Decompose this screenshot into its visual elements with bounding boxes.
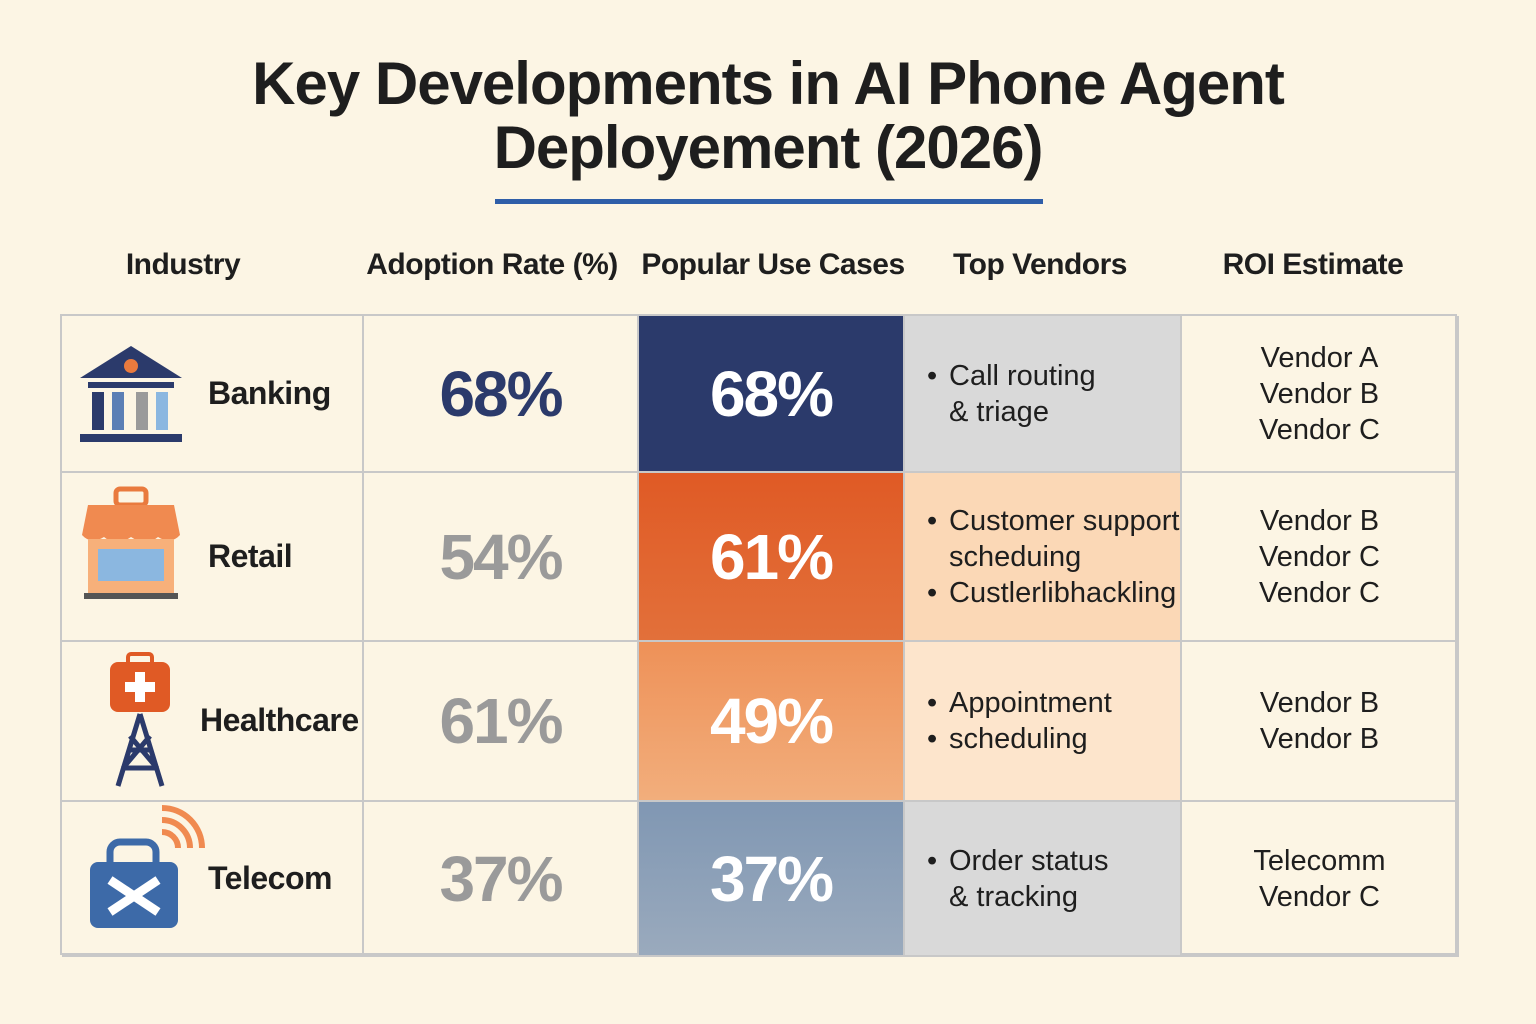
vendor-line: Call routing bbox=[949, 359, 1096, 392]
vendor-item-lines: Customer support scheduing bbox=[949, 503, 1180, 575]
industry-icon bbox=[100, 650, 180, 795]
bullet: • bbox=[927, 359, 938, 392]
vendors-cell: • Order status & tracking bbox=[905, 802, 1182, 957]
table: Banking 68% 68% • Call routing & triage Vendor… bbox=[60, 314, 1459, 957]
use-case-cell: 37% bbox=[639, 802, 905, 957]
bullet: • bbox=[927, 723, 938, 755]
roi-cell: Telecomm Vendor C bbox=[1182, 802, 1459, 957]
use-case-value: 68% bbox=[709, 357, 834, 430]
bullet: • bbox=[927, 844, 938, 877]
adoption-cell: 61% bbox=[364, 642, 639, 802]
roi-cell: Vendor B Vendor B bbox=[1182, 642, 1459, 802]
title: Key Developments in AI Phone Agent Deplo… bbox=[252, 50, 1285, 181]
roi-line: Vendor B bbox=[1259, 723, 1380, 755]
adoption-cell: 68% bbox=[364, 316, 639, 473]
adoption-rate: 37% bbox=[439, 842, 563, 915]
roi-line: Vendor C bbox=[1259, 576, 1380, 609]
industry-name: Banking bbox=[208, 374, 331, 411]
adoption-rate: 68% bbox=[439, 357, 563, 430]
adoption-cell: 37% bbox=[364, 802, 639, 957]
use-case-value: 49% bbox=[709, 685, 834, 757]
industry-name: Telecom bbox=[208, 859, 332, 896]
use-case-cell: 68% bbox=[639, 316, 905, 473]
bullet: • bbox=[927, 504, 938, 537]
vendor-line: Customer support bbox=[949, 504, 1180, 537]
industry-name: Healthcare bbox=[200, 702, 359, 738]
column-header: Industry bbox=[125, 248, 241, 281]
use-case-cell: 61% bbox=[639, 473, 905, 642]
roi-line: Vendor B bbox=[1259, 504, 1380, 537]
adoption-rate: 54% bbox=[439, 520, 563, 593]
vendors-cell: • Call routing & triage bbox=[905, 316, 1182, 473]
title-underline bbox=[495, 199, 1043, 204]
vendor-line: Order status bbox=[949, 844, 1109, 877]
bullet: • bbox=[927, 576, 938, 609]
roi-line: Vendor B bbox=[1259, 687, 1380, 719]
column-header: ROI Estimate bbox=[1222, 248, 1404, 281]
vendor-item-lines: Order status & tracking bbox=[949, 843, 1109, 915]
adoption-rate: 61% bbox=[439, 685, 563, 757]
roi-line: Vendor C bbox=[1259, 413, 1380, 446]
vendor-line: Appointment bbox=[949, 687, 1112, 719]
vendor-list: • Customer support scheduing • Custlerlibhac… bbox=[927, 503, 1180, 611]
vendor-item: • Order status & tracking bbox=[927, 843, 1109, 915]
vendor-item: • Appointment bbox=[927, 685, 1112, 721]
vendor-item-lines: Appointment bbox=[949, 685, 1112, 721]
vendor-item-lines: scheduling bbox=[949, 721, 1088, 757]
industry-icon bbox=[76, 485, 186, 610]
vendor-item: • Customer support scheduing bbox=[927, 503, 1180, 575]
roi-line: Telecomm bbox=[1253, 844, 1386, 877]
industry-cell: Healthcare bbox=[62, 642, 364, 802]
vendor-line: & tracking bbox=[949, 880, 1078, 913]
roi-line: Vendor A bbox=[1260, 341, 1379, 374]
vendor-item: • scheduling bbox=[927, 721, 1112, 757]
vendors-cell: • Appointment • scheduling bbox=[905, 642, 1182, 802]
vendor-list: • Appointment • scheduling bbox=[927, 685, 1112, 757]
vendor-line: scheduling bbox=[949, 723, 1088, 755]
vendors-cell: • Customer support scheduing • Custlerlibhac… bbox=[905, 473, 1182, 642]
bullet: • bbox=[927, 687, 938, 719]
industry-icon bbox=[76, 338, 186, 453]
use-case-cell: 49% bbox=[639, 642, 905, 802]
roi-cell: Vendor A Vendor B Vendor C bbox=[1182, 316, 1459, 473]
industry-name: Retail bbox=[208, 537, 293, 574]
vendor-item-lines: Call routing & triage bbox=[949, 358, 1096, 430]
roi-line: Vendor C bbox=[1259, 880, 1380, 913]
column-header: Popular Use Cases bbox=[641, 248, 905, 281]
vendor-item: • Custlerlibhackling bbox=[927, 575, 1180, 611]
vendor-list: • Call routing & triage bbox=[927, 358, 1096, 430]
use-case-value: 61% bbox=[709, 520, 834, 593]
industry-cell: Retail bbox=[62, 473, 364, 642]
roi-line: Vendor B bbox=[1259, 377, 1380, 410]
column-header: Top Vendors bbox=[953, 248, 1127, 281]
adoption-cell: 54% bbox=[364, 473, 639, 642]
vendor-line: Custlerlibhackling bbox=[949, 576, 1177, 609]
column-header: Adoption Rate (%) bbox=[366, 248, 618, 281]
vendor-line: scheduing bbox=[949, 540, 1082, 573]
industry-cell: Banking bbox=[62, 316, 364, 473]
roi-line: Vendor C bbox=[1259, 540, 1380, 573]
roi-cell: Vendor B Vendor C Vendor C bbox=[1182, 473, 1459, 642]
vendor-list: • Order status & tracking bbox=[927, 843, 1109, 915]
vendor-item: • Call routing & triage bbox=[927, 358, 1096, 430]
use-case-value: 37% bbox=[709, 842, 834, 915]
vendor-line: & triage bbox=[949, 395, 1049, 428]
industry-cell: Telecom bbox=[62, 802, 364, 957]
industry-icon bbox=[82, 802, 212, 937]
vendor-item-lines: Custlerlibhackling bbox=[949, 575, 1176, 611]
